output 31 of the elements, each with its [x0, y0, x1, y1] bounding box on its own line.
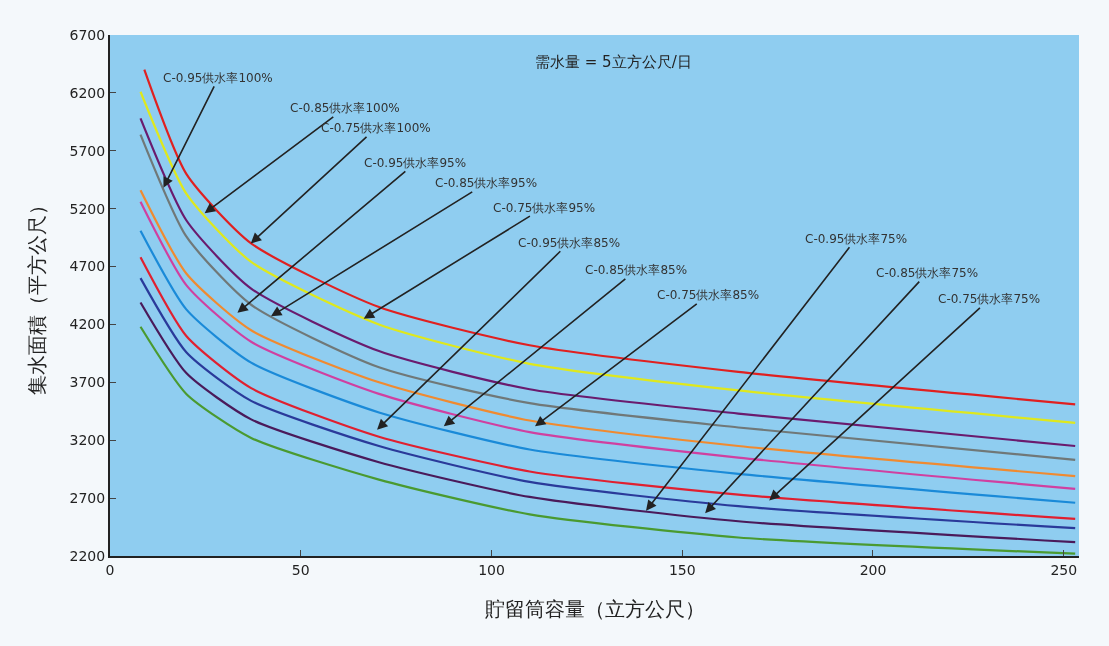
y-tick-label: 3200: [69, 432, 106, 449]
x-tick-label: 0: [105, 561, 115, 578]
y-tick-label: 5700: [69, 142, 106, 159]
y-tick-label: 6700: [69, 26, 106, 43]
annotation: C-0.75供水率100%: [321, 121, 431, 135]
annotation: C-0.95供水率85%: [518, 236, 621, 250]
annotation: C-0.95供水率95%: [364, 156, 467, 170]
x-tick-label: 250: [1050, 561, 1078, 578]
y-tick-label: 2200: [69, 547, 106, 564]
annotation: C-0.85供水率95%: [435, 176, 538, 190]
y-axis-title: 集水面積（平方公尺）: [24, 195, 49, 396]
annotation: C-0.75供水率85%: [657, 288, 760, 302]
annotation: C-0.85供水率85%: [585, 263, 688, 277]
y-tick-label: 5200: [69, 200, 106, 217]
annotation: C-0.95供水率100%: [163, 71, 273, 85]
y-tick-label: 2700: [69, 490, 106, 507]
annotation: C-0.75供水率95%: [493, 201, 596, 215]
y-tick-label: 4200: [69, 316, 106, 333]
annotation: C-0.95供水率75%: [805, 232, 908, 246]
annotation: 需水量 = 5立方公尺/日: [535, 53, 692, 71]
x-tick-label: 50: [291, 561, 310, 578]
annotation: C-0.85供水率100%: [290, 101, 400, 115]
x-tick-label: 150: [668, 561, 696, 578]
annotation: C-0.75供水率75%: [938, 292, 1041, 306]
y-tick-label: 3700: [69, 374, 106, 391]
x-tick-label: 100: [478, 561, 505, 578]
y-tick-label: 6200: [69, 84, 106, 101]
annotation: C-0.85供水率75%: [876, 266, 979, 280]
x-tick-label: 200: [859, 561, 887, 578]
x-axis-title: 貯留筒容量（立方公尺）: [484, 596, 705, 621]
y-tick-label: 4700: [69, 258, 106, 275]
